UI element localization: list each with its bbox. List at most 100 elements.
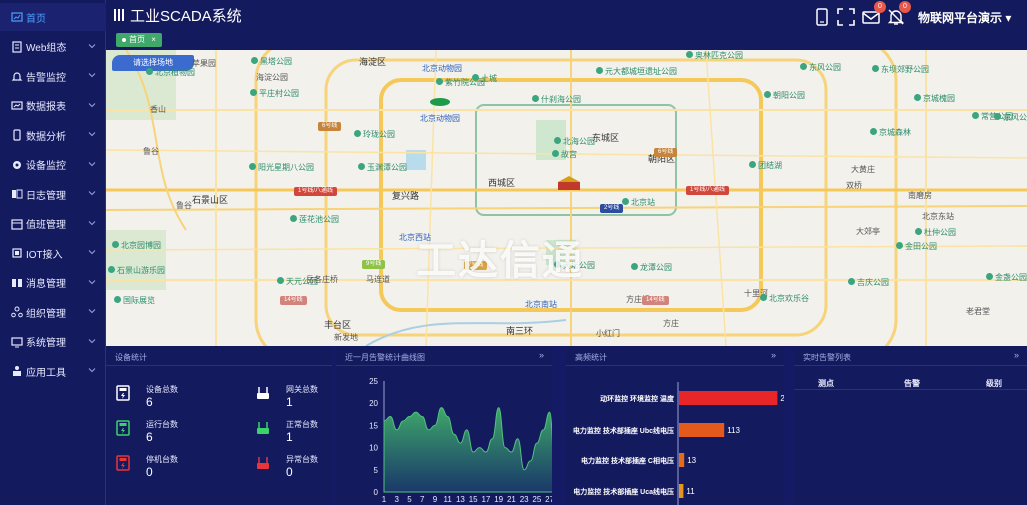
mail-badge: 0 <box>874 1 886 13</box>
metro-line-label: 7号线 <box>464 261 488 270</box>
calendar-icon <box>11 218 23 230</box>
x-tick-label: 9 <box>433 495 438 504</box>
y-tick-label: 25 <box>369 377 378 386</box>
gateway-total-icon <box>257 387 269 399</box>
y-tick-label: 15 <box>369 421 378 430</box>
x-tick-label: 25 <box>532 495 541 504</box>
map-place-label: 土城 <box>472 73 497 84</box>
sidebar-item-label: IOT接入 <box>26 249 63 261</box>
map-view[interactable]: 请选择场地 海淀区 奥林匹克公园 东风公园 东坝郊野公园 黑塔公园 海淀公园 北京动物园 北京… <box>106 50 1027 346</box>
stat-device-running: 运行台数 6 <box>116 419 226 447</box>
x-tick-label: 23 <box>520 495 529 504</box>
mail-icon[interactable] <box>862 8 880 26</box>
sidebar-item-2[interactable]: 告警监控 <box>0 62 106 90</box>
metro-line-label: 1号线/八通线 <box>294 187 338 196</box>
map-place-label: 团结湖 <box>749 160 782 171</box>
sidebar-item-label: 值班管理 <box>26 220 66 231</box>
map-place-label: 东风公园 <box>994 112 1027 123</box>
stat-label: 停机台数 <box>146 455 178 464</box>
map-place-label: 京城槐园 <box>914 93 955 104</box>
user-menu[interactable]: 物联网平台演示 ▾ <box>918 11 1012 25</box>
x-tick-label: 17 <box>481 495 490 504</box>
y-tick-label: 10 <box>369 444 378 453</box>
chevron-down-icon <box>88 73 96 78</box>
notification-off-icon[interactable] <box>887 8 905 26</box>
bar <box>679 423 725 437</box>
map-place-label: 大郊亭 <box>856 227 880 236</box>
alarm-trend-title: 近一月告警统计曲线图 <box>345 353 425 362</box>
sidebar-item-label: Web组态 <box>26 43 67 54</box>
freq-stats-expand-icon[interactable]: » <box>770 350 776 360</box>
message-icon <box>12 278 22 287</box>
alarm-list-panel: 实时告警列表 » 测点 告警 级别 <box>794 346 1027 505</box>
x-tick-label: 3 <box>395 495 400 504</box>
sidebar-item-12[interactable]: 应用工具 <box>0 357 106 385</box>
x-tick-label: 11 <box>444 495 453 504</box>
x-tick-label: 13 <box>456 495 465 504</box>
sidebar-item-label: 应用工具 <box>26 367 66 379</box>
map-place-label: 方庄桥 <box>626 295 650 304</box>
site-select-button[interactable]: 请选择场地 <box>112 55 194 71</box>
map-place-label: 鲁谷 <box>143 147 159 156</box>
device-stats-panel: 设备统计 设备总数 6 网关总数 1 运行台数 6 正常台数 1 停机台数 0 异常台数 0 <box>106 346 332 505</box>
map-place-label: 南三环 <box>506 326 534 336</box>
map-place-label: 京城森林 <box>870 127 911 138</box>
map-place-label: 岳各庄桥 <box>306 275 338 284</box>
sidebar-item-11[interactable]: 系统管理 <box>0 328 106 356</box>
alarm-list-expand-icon[interactable]: » <box>1013 350 1019 360</box>
sidebar-item-9[interactable]: 消息管理 <box>0 269 106 297</box>
sidebar-item-label: 数据分析 <box>26 131 66 143</box>
x-tick-label: 1 <box>382 495 387 504</box>
map-place-label: 东坝郊野公园 <box>872 64 929 75</box>
map-place-label: 北京园博园 <box>112 240 161 251</box>
menu-toggle-icon[interactable] <box>113 8 125 22</box>
sidebar-item-8[interactable]: IOT接入 <box>0 239 106 267</box>
sidebar-item-10[interactable]: 组织管理 <box>0 298 106 326</box>
sidebar-item-label: 告警监控 <box>26 72 66 84</box>
sidebar-item-5[interactable]: 设备监控 <box>0 151 106 179</box>
metro-line-label: 6号线 <box>654 148 678 157</box>
map-place-label: 苹果园 <box>192 59 216 68</box>
sidebar-item-3[interactable]: 数据报表 <box>0 92 106 120</box>
metro-line-label: 14号线 <box>642 296 669 305</box>
sidebar: 首页 Web组态告警监控数据报表数据分析设备监控日志管理值班管理 IOT接入消息管理… <box>0 0 106 505</box>
sidebar-item-label: 日志管理 <box>26 190 66 202</box>
sidebar-item-1[interactable]: Web组态 <box>0 33 106 61</box>
tab-close-icon[interactable]: × <box>151 35 156 44</box>
map-place-label: 北京欢乐谷 <box>760 293 809 304</box>
sidebar-item-7[interactable]: 值班管理 <box>0 210 106 238</box>
map-place-label: 北京南站 <box>525 300 557 309</box>
map-place-label: 北京站 <box>622 197 655 208</box>
tab-home[interactable]: 首页 × <box>116 33 162 47</box>
chevron-down-icon <box>88 161 96 166</box>
map-place-label: 北京东站 <box>922 212 954 221</box>
fullscreen-icon[interactable] <box>837 8 855 26</box>
device-stats-title: 设备统计 <box>115 353 147 362</box>
y-tick-label: 0 <box>374 488 379 497</box>
sidebar-item-4[interactable]: 数据分析 <box>0 121 106 149</box>
map-place-label: 西城区 <box>488 178 516 188</box>
phone-icon <box>13 129 21 141</box>
chevron-down-icon <box>88 191 96 196</box>
sidebar-item-6[interactable]: 日志管理 <box>0 180 106 208</box>
chevron-down-icon <box>88 102 96 107</box>
stat-label: 网关总数 <box>286 385 318 394</box>
org-icon <box>11 306 23 318</box>
stat-device-stopped: 停机台数 0 <box>116 454 226 482</box>
mobile-icon[interactable] <box>813 8 831 26</box>
map-place-label: 南磨房 <box>908 191 932 200</box>
bar-value-label: 13 <box>687 456 696 465</box>
sidebar-item-label: 设备监控 <box>26 161 66 172</box>
alarm-trend-expand-icon[interactable]: » <box>538 350 544 360</box>
stat-device-total: 设备总数 6 <box>116 384 226 412</box>
x-tick-label: 19 <box>494 495 503 504</box>
sidebar-item-label: 系统管理 <box>26 338 66 349</box>
map-place-label: 天坛公园 <box>554 260 595 271</box>
freq-stats-title: 高频统计 <box>575 353 607 362</box>
watermark: 工达信通 <box>416 239 584 283</box>
report-icon <box>11 100 23 110</box>
sidebar-item-0[interactable]: 首页 <box>0 3 106 31</box>
map-place-label: 阳光星期八公园 <box>249 162 314 173</box>
map-place-label: 香山 <box>150 105 166 114</box>
